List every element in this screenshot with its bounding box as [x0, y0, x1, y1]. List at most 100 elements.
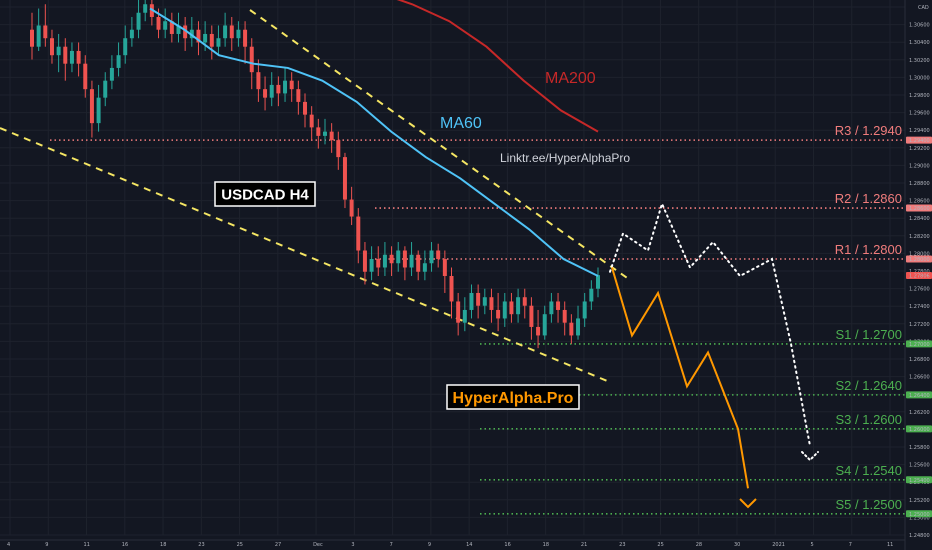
candle-body: [356, 216, 361, 251]
y-tick-label: 1.30000: [909, 75, 930, 81]
title-box: [214, 181, 316, 207]
candle-body: [263, 89, 268, 98]
candle-body: [482, 297, 487, 306]
y-tick-label: 1.24800: [909, 533, 930, 539]
candle-body: [396, 250, 401, 264]
candle-body: [109, 67, 114, 81]
candle-body: [303, 101, 308, 115]
candle-body: [203, 33, 208, 43]
level-tag-r2: [906, 204, 932, 212]
candle-body: [123, 38, 128, 56]
candle-body: [329, 131, 334, 141]
candle-body: [589, 288, 594, 302]
x-tick-label: 11: [887, 542, 893, 548]
candle-body: [216, 38, 221, 47]
candle-body: [376, 259, 381, 268]
projection-bearish-path: [611, 267, 749, 489]
candle-body: [76, 50, 81, 64]
candle-body: [449, 275, 454, 302]
y-tick-label: 1.29400: [909, 128, 930, 134]
candle-body: [96, 97, 101, 124]
x-tick-label: 9: [45, 542, 48, 548]
candle-body: [309, 114, 314, 128]
level-tag-text: 1.26400: [909, 393, 930, 399]
candle-body: [409, 254, 414, 268]
candle-body: [522, 297, 527, 306]
ma60-label: MA60: [440, 115, 482, 132]
last-price-text: 1.27806: [909, 273, 930, 279]
candle-body: [196, 29, 201, 43]
watermark-link: Linktr.ee/HyperAlphaPro: [500, 151, 630, 165]
candle-body: [549, 301, 554, 315]
candle-body: [103, 80, 108, 98]
level-label-s1: S1 / 1.2700: [836, 327, 903, 342]
candle-body: [256, 72, 261, 90]
y-tick-label: 1.27200: [909, 322, 930, 328]
candle-body: [49, 38, 54, 56]
candle-body: [476, 292, 481, 306]
candle-body: [83, 63, 88, 90]
candle-body: [296, 89, 301, 102]
candle-body: [596, 275, 600, 289]
level-tag-text: 1.25000: [909, 512, 930, 518]
x-tick-label: 4: [7, 542, 10, 548]
candle-body: [422, 263, 427, 272]
x-tick-label: 3: [351, 542, 354, 548]
x-tick-label: 21: [581, 542, 587, 548]
candle-body: [36, 25, 41, 47]
candle-body: [63, 46, 68, 64]
brand-box: [446, 384, 580, 410]
candle-body: [269, 84, 274, 98]
candle-body: [429, 250, 434, 264]
level-tag-text: 1.26000: [909, 427, 930, 433]
level-tag-text: 1.28000: [909, 257, 930, 263]
y-tick-label: 1.26600: [909, 375, 930, 381]
candle-body: [43, 25, 48, 39]
candle-body: [116, 55, 121, 68]
chart-title: USDCAD H4: [221, 187, 309, 204]
candle-body: [369, 259, 374, 272]
candle-body: [143, 4, 148, 13]
candle-body: [362, 250, 367, 272]
candle-body: [542, 314, 547, 336]
candle-body: [30, 29, 34, 47]
candle-body: [342, 157, 347, 200]
x-tick-label: 7: [390, 542, 393, 548]
x-tick-label: 28: [696, 542, 702, 548]
y-tick-label: 1.25000: [909, 515, 930, 521]
x-tick-label: 14: [466, 542, 472, 548]
ma200-line: [396, 0, 599, 133]
projection-bearish-arrowhead: [739, 498, 757, 509]
x-tick-label: 18: [543, 542, 549, 548]
y-tick-label: 1.29600: [909, 111, 930, 117]
candle-body: [442, 259, 447, 276]
level-tag-text: 1.28600: [909, 206, 930, 212]
candle-body: [69, 50, 74, 64]
candle-body: [562, 309, 567, 323]
candle-body: [569, 322, 574, 336]
candle-body: [89, 89, 94, 124]
y-tick-label: 1.30600: [909, 23, 930, 29]
y-tick-label: 1.26800: [909, 357, 930, 363]
level-tag-r3: [906, 136, 932, 144]
level-tag-s1: [906, 340, 932, 348]
candle-body: [462, 309, 467, 323]
projection-bullish-path: [609, 200, 811, 447]
x-tick-label: 18: [160, 542, 166, 548]
candle-body: [183, 25, 188, 39]
x-tick-label: 23: [198, 542, 204, 548]
level-tag-s3: [906, 425, 932, 433]
candle-body: [456, 301, 461, 323]
level-label-s2: S2 / 1.2640: [836, 378, 903, 393]
candle-body: [249, 46, 254, 73]
level-tag-s2: [906, 391, 932, 399]
x-tick-label: 7: [849, 542, 852, 548]
candle-body: [209, 33, 214, 47]
candle-body: [289, 80, 294, 90]
candle-body: [283, 80, 288, 94]
candle-body: [516, 297, 521, 315]
candle-body: [336, 140, 341, 158]
candle-body: [129, 29, 134, 39]
candle-body: [276, 84, 281, 94]
